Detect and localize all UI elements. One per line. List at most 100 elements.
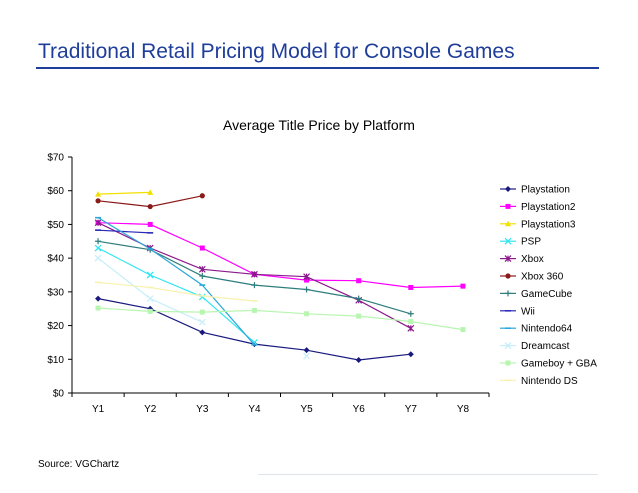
legend-label: Dreamcast [521, 341, 570, 352]
series-playstation [95, 295, 414, 363]
legend-label: PSP [521, 237, 541, 248]
data-point [198, 293, 206, 301]
data-point [199, 329, 206, 336]
slide-title: Traditional Retail Pricing Model for Con… [38, 40, 515, 63]
legend-label: Xbox [521, 254, 544, 265]
chart-axes: $0 $10 $20 $30 $40 $50 $60 $70 Y1 Y2 Y3 Y4 Y5 Y6 Y7 Y8 [47, 153, 490, 415]
data-point [356, 313, 362, 319]
y-tick-label: $30 [47, 287, 64, 298]
footer-divider [258, 474, 598, 475]
data-point [355, 356, 362, 363]
y-tick-label: $50 [47, 220, 64, 231]
data-point [94, 254, 102, 262]
title-divider [36, 67, 599, 69]
y-tick-label: $60 [47, 186, 64, 197]
source-note: Source: VGChartz [38, 459, 120, 470]
legend-label: Gameboy + GBA [521, 359, 597, 370]
data-point [304, 277, 310, 283]
data-point [408, 319, 414, 325]
data-point [408, 284, 414, 290]
series-gameboy-gba [95, 305, 466, 333]
data-point [356, 278, 362, 284]
series-line [97, 247, 255, 343]
data-point [199, 273, 206, 280]
data-point [94, 219, 102, 227]
series-xbox-360 [95, 193, 205, 210]
data-point [95, 295, 102, 302]
data-point [504, 255, 512, 263]
data-point [355, 295, 362, 302]
data-point [147, 308, 153, 314]
data-point [198, 318, 206, 326]
series-layer [94, 189, 466, 363]
data-point [95, 198, 101, 204]
series-line [97, 217, 255, 346]
y-tick-label: $10 [47, 355, 64, 366]
data-point [460, 283, 466, 289]
data-point [304, 311, 310, 317]
y-tick-label: $20 [47, 321, 64, 332]
series-playstation3 [95, 189, 154, 197]
series-line [97, 298, 411, 361]
legend-item: Wii [500, 306, 535, 317]
data-point [504, 342, 512, 350]
legend-label: Xbox 360 [521, 272, 564, 283]
data-point [505, 186, 511, 192]
data-point [407, 310, 414, 317]
data-point [505, 220, 511, 227]
series-xbox [94, 219, 415, 332]
y-tick-label: $40 [47, 254, 64, 265]
series-line [98, 222, 463, 289]
data-point [303, 273, 310, 281]
series-playstation2 [95, 220, 466, 290]
legend-item: Gameboy + GBA [500, 359, 597, 370]
data-point [95, 191, 102, 197]
legend-item: GameCube [500, 289, 573, 300]
data-point [95, 238, 102, 245]
series-line [98, 307, 463, 331]
legend-label: GameCube [521, 289, 573, 300]
data-point [199, 245, 205, 251]
data-point [147, 189, 154, 195]
data-point [146, 295, 154, 303]
data-point [146, 271, 154, 279]
legend-item: Playstation2 [500, 202, 576, 213]
data-point [460, 327, 466, 333]
data-point [251, 282, 258, 289]
series-nintendo64 [95, 216, 258, 346]
data-point [505, 360, 511, 366]
series-line [98, 281, 255, 302]
data-point [303, 347, 310, 354]
series-gamecube [95, 238, 414, 317]
legend-item: Nintendo64 [500, 324, 573, 335]
x-tick-label: Y2 [144, 404, 157, 415]
series-dreamcast [94, 254, 311, 360]
x-tick-label: Y8 [457, 404, 470, 415]
data-point [199, 193, 205, 199]
data-point [251, 270, 258, 278]
x-tick-label: Y3 [196, 404, 209, 415]
legend-label: Playstation3 [521, 219, 576, 230]
x-tick-label: Y5 [300, 404, 313, 415]
series-line [98, 229, 151, 234]
legend-item: Xbox 360 [500, 272, 564, 283]
legend-label: Playstation [521, 185, 570, 196]
legend-item: Playstation [500, 185, 570, 196]
legend-label: Playstation2 [521, 202, 576, 213]
series-psp [94, 244, 258, 346]
series-wii [95, 229, 154, 234]
series-line [98, 191, 151, 195]
y-tick-label: $0 [53, 389, 65, 400]
legend-label: Nintendo DS [521, 376, 578, 387]
data-point [199, 309, 205, 315]
data-point [505, 290, 511, 297]
legend-label: Wii [521, 306, 535, 317]
data-point [94, 244, 102, 252]
chart-title: Average Title Price by Platform [223, 117, 415, 133]
data-point [505, 273, 511, 279]
legend-item: Nintendo DS [500, 376, 578, 387]
data-point [504, 237, 512, 245]
series-nintendo-ds [95, 281, 258, 302]
data-point [407, 351, 414, 358]
